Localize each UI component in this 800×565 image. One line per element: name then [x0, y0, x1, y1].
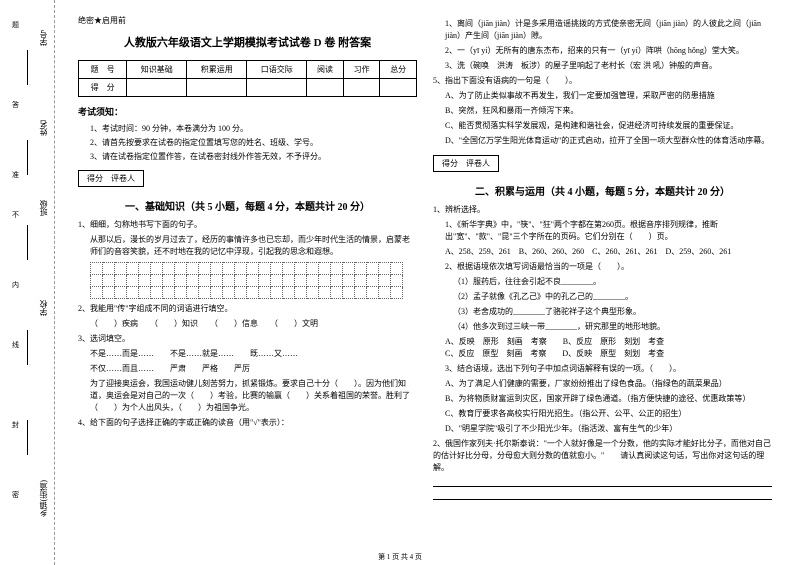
q5d: D、"全国亿万学生阳光体育运动"的正式启动，拉开了全国一项大型群众性的体育活动序… [433, 135, 772, 147]
seal-char: 答 [12, 100, 19, 110]
s2q1-1: 1、《新华字典》中，"筷"、"狂"两个字都在第260页。根据音序排列规律，推断出… [433, 219, 772, 243]
q5c: C、能否贯彻落实科学发展观，是构建和谐社会，促进经济可持续发展的重要保证。 [433, 120, 772, 132]
r2: 2、一（yī yí）无所有的唐东杰布，招来的只有一（yī yí）阵哄（hōng … [433, 45, 772, 57]
q5a: A、为了防止类似事故不再发生，我们一定要加强管理，采取严密的防患措施 [433, 90, 772, 102]
seal-char: 线 [12, 340, 19, 350]
right-column: 1、离间（jiān jiàn）计是多采用造谣挑拨的方式使亲密无间（jiān ji… [425, 15, 780, 560]
s2q1-3c: C、教育厅要求各高校实行阳光招生。（指公开、公平、公正的招生） [433, 408, 772, 420]
seal-char: 不 [12, 210, 19, 220]
binding-margin: 学号 姓名 班级 学校 乡镇(街道) 题 答 准 不 内 线 封 密 [0, 0, 55, 565]
content-area: 绝密★启用前 人教版六年级语文上学期模拟考试试卷 D 卷 附答案 题 号 知识基… [55, 0, 800, 565]
notice-item: 2、请首先按要求在试卷的指定位置填写您的姓名、班级、学号。 [78, 137, 417, 149]
margin-label-xuehao: 学号 [38, 30, 49, 46]
th: 总分 [380, 61, 417, 79]
writing-grid [90, 262, 417, 299]
q5b: B、突然，狂风和暴雨一齐倾泻下来。 [433, 105, 772, 117]
s2q1-3d: D、"明星学院"吸引了不少阳光少年。（指活泼、富有生气的少年） [433, 423, 772, 435]
exam-title: 人教版六年级语文上学期模拟考试试卷 D 卷 附答案 [78, 34, 417, 50]
margin-underline [27, 140, 28, 175]
s2q2: 2、俄国作家列夫·托尔斯泰说："一个人就好像是一个分数，他的实际才能好比分子，而… [433, 438, 772, 474]
td [127, 79, 187, 97]
td: 得 分 [79, 79, 127, 97]
score-box: 得分 评卷人 [78, 170, 144, 187]
q1: 1、细细，匀称地书写下面的句子。 [78, 219, 417, 231]
margin-label-xingming: 姓名 [38, 120, 49, 136]
th: 口语交际 [247, 61, 307, 79]
q3b: 不仅……而且…… 严肃 严格 严厉 [78, 363, 417, 375]
s2q1-2c: （3）老舍成功的________了骆驼祥子这个典型形象。 [433, 306, 772, 318]
q3a: 不是……而是…… 不是……就是…… 既……又…… [78, 348, 417, 360]
page-footer: 第 1 页 共 4 页 [378, 552, 422, 562]
score-box2: 得分 评卷人 [433, 155, 499, 172]
q4: 4、给下面的句子选择正确的字或正确的读音（用"√"表示）： [78, 417, 417, 429]
seal-char: 准 [12, 170, 19, 180]
td [307, 79, 344, 97]
answer-line [433, 486, 772, 487]
answer-line [433, 499, 772, 500]
margin-label-banji: 班级 [38, 200, 49, 216]
s2q1-3a: A、为了满足人们健康的需要，厂家纷纷推出了绿色食品。（指绿色的蔬菜果品） [433, 378, 772, 390]
th: 习作 [343, 61, 380, 79]
s2q1-2a: （1）服药后，往往会引起不良________。 [433, 276, 772, 288]
seal-char: 内 [12, 280, 19, 290]
td [343, 79, 380, 97]
score-table: 题 号 知识基础 积累运用 口语交际 阅读 习作 总分 得 分 [78, 60, 417, 97]
q2-items: （ ）疾病 （ ）知识 （ ）信息 （ ）文明 [78, 318, 417, 330]
td [380, 79, 417, 97]
q3c: 为了迎接奥运会，我国运动健儿刻苦努力，抓紧锻炼。要求自己十分（ ）。因为他们知道… [78, 378, 417, 414]
table-row: 得 分 [79, 79, 417, 97]
exam-page: 学号 姓名 班级 学校 乡镇(街道) 题 答 准 不 内 线 封 密 绝密★启用… [0, 0, 800, 565]
notice-item: 1、考试时间：90 分钟，本卷满分为 100 分。 [78, 123, 417, 135]
s2q1-2b: （2）孟子就像《孔乙己》中的孔乙己的________。 [433, 291, 772, 303]
section1-title: 一、基础知识（共 5 小题，每题 4 分，本题共计 20 分） [78, 198, 417, 213]
th: 阅读 [307, 61, 344, 79]
margin-underline [27, 330, 28, 365]
seal-char: 封 [12, 420, 19, 430]
notice-item: 3、请在试卷指定位置作答，在试卷密封线外作答无效，不予评分。 [78, 151, 417, 163]
margin-underline [27, 225, 28, 260]
left-column: 绝密★启用前 人教版六年级语文上学期模拟考试试卷 D 卷 附答案 题 号 知识基… [70, 15, 425, 560]
s2q1-3: 3、结合语境，选出下列句子中加点词语解释有误的一项。（ ）。 [433, 363, 772, 375]
td [247, 79, 307, 97]
r1: 1、离间（jiān jiàn）计是多采用造谣挑拨的方式使亲密无间（jiān ji… [433, 18, 772, 42]
s2q1-1-opts: A、258、259、261 B、260、260、260 C、260、261、26… [433, 246, 772, 258]
q2: 2、我能用"传"字组成不同的词语进行填空。 [78, 303, 417, 315]
s2q1: 1、辨析选择。 [433, 204, 772, 216]
q3: 3、选词填空。 [78, 333, 417, 345]
th: 题 号 [79, 61, 127, 79]
margin-underline [27, 420, 28, 455]
seal-char: 题 [12, 20, 19, 30]
margin-underline [27, 50, 28, 85]
margin-label-xiangzhen: 乡镇(街道) [38, 480, 49, 517]
s2q1-2: 2、根据语境依次填写词语最恰当的一项是（ ）。 [433, 261, 772, 273]
q5: 5、指出下面没有语病的一句是（ ）。 [433, 75, 772, 87]
table-row: 题 号 知识基础 积累运用 口语交际 阅读 习作 总分 [79, 61, 417, 79]
s2q1-3b: B、为将物质财富运到灾区，国家开辟了绿色通道。（指方便快捷的途径、优惠政策等） [433, 393, 772, 405]
margin-label-xuexiao: 学校 [38, 300, 49, 316]
confidential-label: 绝密★启用前 [78, 15, 417, 26]
s2q1-2d: （4）他多次到过三峡一带________，研究那里的地形地貌。 [433, 321, 772, 333]
td [187, 79, 247, 97]
seal-char: 密 [12, 490, 19, 500]
th: 知识基础 [127, 61, 187, 79]
r3: 3、洗（碗唤 洪涛 板涉）的屋子里响起了老村长（宏 洪 吼）钟般的声音。 [433, 60, 772, 72]
th: 积累运用 [187, 61, 247, 79]
notice-title: 考试须知： [78, 105, 417, 118]
s2q1-2-opts: A、反映 原形 刻画 考察 B、反应 原形 刻划 考查 C、反应 原型 刻画 考… [433, 336, 772, 360]
section2-title: 二、积累与运用（共 4 小题，每题 5 分，本题共计 20 分） [433, 183, 772, 198]
q1-text: 从那以后，漫长的岁月过去了，经历的事情许多也已忘却，而少年时代生活的情景，启蒙老… [78, 234, 417, 258]
